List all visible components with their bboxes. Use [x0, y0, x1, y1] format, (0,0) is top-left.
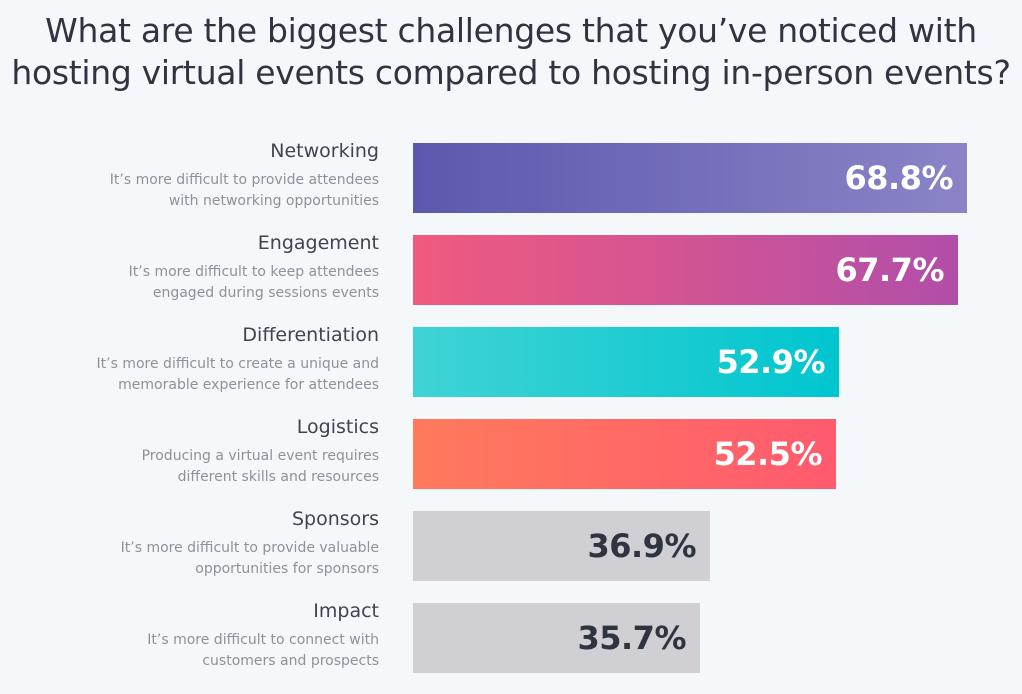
chart-title-line-2: hosting virtual events compared to hosti… — [11, 53, 1011, 92]
category-label-differentiation: Differentiation — [242, 324, 379, 346]
category-description-line-2: different skills and resources — [177, 469, 379, 485]
category-description-line-2: with networking opportunities — [168, 193, 379, 209]
bar-logistics: 52.5% — [413, 419, 836, 489]
category-label-logistics: Logistics — [296, 416, 379, 438]
bar-value-label-differentiation: 52.9% — [716, 343, 825, 381]
category-description-line-1: It’s more difficult to keep attendees — [128, 264, 379, 280]
category-label-sponsors: Sponsors — [291, 508, 379, 530]
bar-engagement: 67.7% — [413, 235, 958, 305]
category-description-line-1: It’s more difficult to create a unique a… — [96, 356, 379, 372]
category-description-line-2: opportunities for sponsors — [195, 561, 379, 577]
category-description-engagement: It’s more difficult to keep attendees eng… — [129, 262, 379, 304]
category-description-line-2: memorable experience for attendees — [118, 377, 379, 393]
category-description-line-1: It’s more difficult to provide valuable — [120, 540, 379, 556]
category-label-engagement: Engagement — [257, 232, 379, 254]
category-description-sponsors: It’s more difficult to provide valuable o… — [121, 538, 379, 580]
bar-value-label-networking: 68.8% — [844, 159, 953, 197]
category-label-impact: Impact — [313, 600, 379, 622]
category-description-line-2: engaged during sessions events — [152, 285, 379, 301]
category-description-logistics: Producing a virtual event requires differ… — [142, 446, 379, 488]
category-description-line-1: It’s more difficult to connect with — [147, 632, 379, 648]
bar-sponsors: 36.9% — [413, 511, 710, 581]
bar-impact: 35.7% — [413, 603, 700, 673]
category-description-line-2: customers and prospects — [202, 653, 379, 669]
bar-value-label-sponsors: 36.9% — [587, 527, 696, 565]
category-description-differentiation: It’s more difficult to create a unique a… — [97, 354, 379, 396]
bar-value-label-logistics: 52.5% — [713, 435, 822, 473]
bar-value-label-impact: 35.7% — [577, 619, 686, 657]
category-description-impact: It’s more difficult to connect with custo… — [147, 630, 379, 672]
bar-networking: 68.8% — [413, 143, 967, 213]
category-description-line-1: Producing a virtual event requires — [141, 448, 379, 464]
bar-value-label-engagement: 67.7% — [835, 251, 944, 289]
chart-title: What are the biggest challenges that you… — [0, 10, 1022, 94]
category-description-networking: It’s more difficult to provide attendees… — [110, 170, 379, 212]
category-description-line-1: It’s more difficult to provide attendees — [109, 172, 379, 188]
category-label-networking: Networking — [270, 140, 379, 162]
bar-differentiation: 52.9% — [413, 327, 839, 397]
chart-title-line-1: What are the biggest challenges that you… — [45, 11, 977, 50]
